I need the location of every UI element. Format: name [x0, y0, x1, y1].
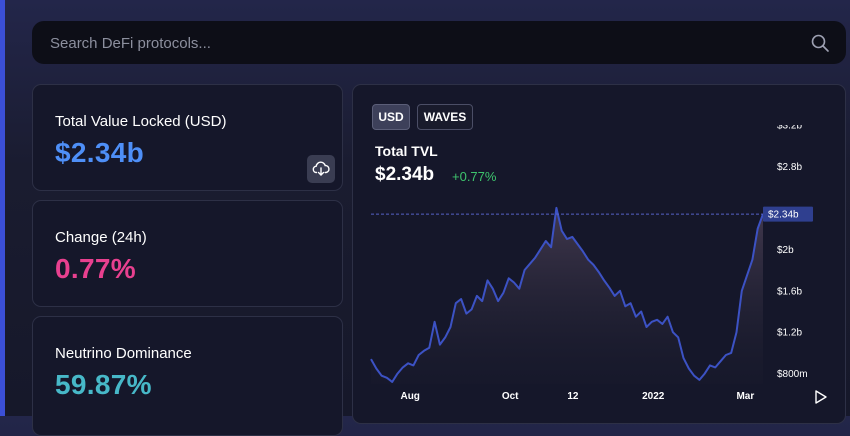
x-tick-label: Mar	[736, 391, 754, 402]
x-tick-label: Aug	[400, 391, 419, 402]
dominance-value: 59.87%	[55, 369, 152, 400]
search-input[interactable]	[48, 21, 792, 66]
dominance-label: Neutrino Dominance	[55, 345, 192, 362]
tvl-value: $2.34b	[55, 137, 144, 168]
tvl-chart: $800m $1.2b $1.6b $2b $2.8b $3.2b Aug Oct 12 202…	[370, 125, 813, 402]
search-bar[interactable]	[32, 21, 846, 66]
change-card: Change (24h) 0.77%	[32, 200, 343, 307]
dominance-card: Neutrino Dominance 59.87%	[32, 316, 343, 436]
waves-button[interactable]: WAVES	[417, 104, 473, 130]
tvl-label: Total Value Locked (USD)	[55, 113, 227, 130]
change-label: Change (24h)	[55, 229, 147, 246]
search-icon[interactable]	[810, 33, 830, 53]
y-tick-label: $3.2b	[777, 125, 802, 132]
tvl-area	[371, 207, 763, 384]
x-tick-label: 2022	[642, 391, 665, 402]
usd-button[interactable]: USD	[372, 104, 410, 130]
chart-tvl-value: $2.34b	[375, 164, 435, 185]
tvl-card: Total Value Locked (USD) $2.34b	[32, 84, 343, 191]
change-value: 0.77%	[55, 253, 136, 284]
chart-change: +0.77%	[452, 169, 497, 184]
play-icon[interactable]	[814, 389, 828, 405]
current-value-marker: $2.34b	[763, 206, 813, 222]
tvl-line	[370, 206, 764, 383]
left-edge-accent	[0, 0, 5, 416]
x-tick-label: 12	[567, 391, 579, 402]
chart-title: Total TVL	[375, 143, 438, 159]
y-tick-label: $2.8b	[777, 162, 802, 173]
y-tick-label: $1.6b	[777, 286, 802, 297]
x-tick-label: Oct	[502, 391, 519, 402]
tvl-chart-card: USD WAVES Total TVL $2.34b +0.77% $800m $…	[352, 84, 846, 424]
y-tick-label: $1.2b	[777, 328, 802, 339]
current-value-label: $2.34b	[768, 210, 799, 221]
download-icon	[312, 161, 330, 176]
y-tick-label: $2b	[777, 245, 794, 256]
y-tick-label: $800m	[777, 369, 808, 380]
download-button[interactable]	[307, 155, 335, 183]
